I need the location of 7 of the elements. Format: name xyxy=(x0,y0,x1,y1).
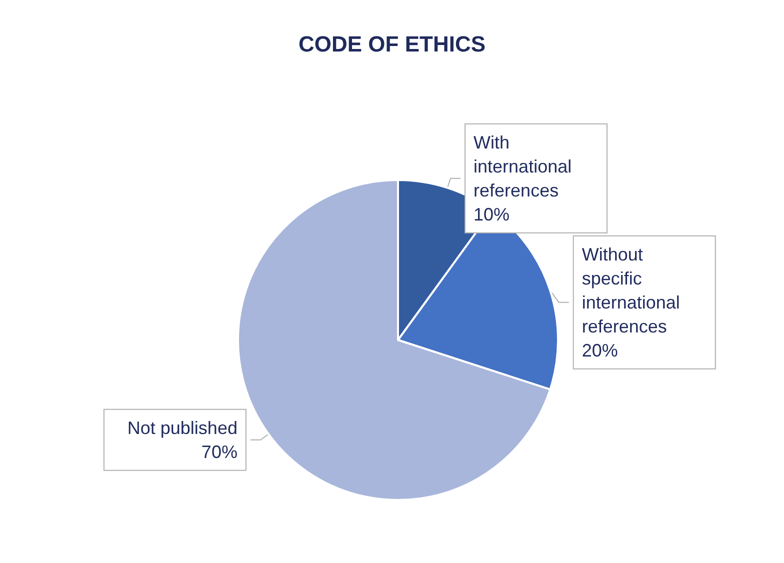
data-label: 20% xyxy=(582,340,618,360)
slice-label: With international references xyxy=(474,132,577,200)
data-label: 70% xyxy=(201,442,238,462)
slice-label: Without specific international references xyxy=(582,244,685,336)
data-label: 10% xyxy=(474,204,510,224)
slice-label: Not published xyxy=(127,418,238,438)
chart-title: CODE OF ETHICS xyxy=(298,32,486,56)
